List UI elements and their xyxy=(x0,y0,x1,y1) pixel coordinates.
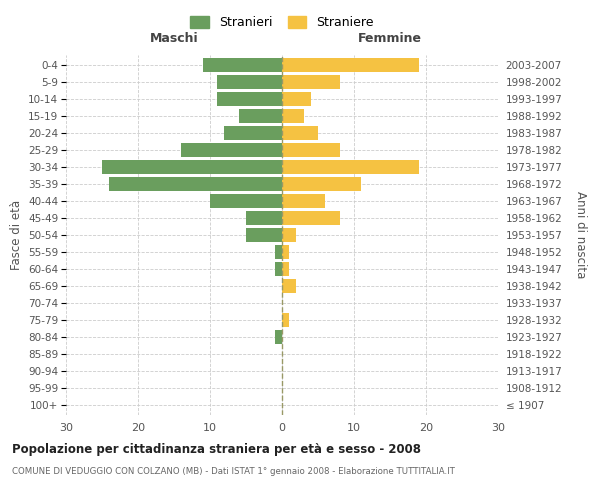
Text: Femmine: Femmine xyxy=(358,32,422,45)
Bar xyxy=(275,245,282,259)
Y-axis label: Anni di nascita: Anni di nascita xyxy=(574,192,587,278)
Bar xyxy=(282,194,325,208)
Bar xyxy=(282,92,311,106)
Bar xyxy=(102,160,282,174)
Bar xyxy=(282,228,296,242)
Bar xyxy=(239,110,282,123)
Bar xyxy=(282,144,340,157)
Text: Maschi: Maschi xyxy=(149,32,199,45)
Text: COMUNE DI VEDUGGIO CON COLZANO (MB) - Dati ISTAT 1° gennaio 2008 - Elaborazione : COMUNE DI VEDUGGIO CON COLZANO (MB) - Da… xyxy=(12,468,455,476)
Bar xyxy=(282,262,289,276)
Bar xyxy=(109,178,282,191)
Bar xyxy=(246,228,282,242)
Bar xyxy=(282,58,419,72)
Bar xyxy=(275,262,282,276)
Bar xyxy=(282,245,289,259)
Text: Popolazione per cittadinanza straniera per età e sesso - 2008: Popolazione per cittadinanza straniera p… xyxy=(12,442,421,456)
Bar xyxy=(282,76,340,89)
Bar xyxy=(282,110,304,123)
Bar xyxy=(217,92,282,106)
Y-axis label: Fasce di età: Fasce di età xyxy=(10,200,23,270)
Legend: Stranieri, Straniere: Stranieri, Straniere xyxy=(185,11,379,34)
Bar xyxy=(210,194,282,208)
Bar xyxy=(275,330,282,344)
Bar xyxy=(282,313,289,326)
Bar xyxy=(203,58,282,72)
Bar xyxy=(282,279,296,292)
Bar xyxy=(246,211,282,225)
Bar xyxy=(282,211,340,225)
Bar xyxy=(282,126,318,140)
Bar xyxy=(282,178,361,191)
Bar xyxy=(282,160,419,174)
Bar xyxy=(224,126,282,140)
Bar xyxy=(181,144,282,157)
Bar xyxy=(217,76,282,89)
